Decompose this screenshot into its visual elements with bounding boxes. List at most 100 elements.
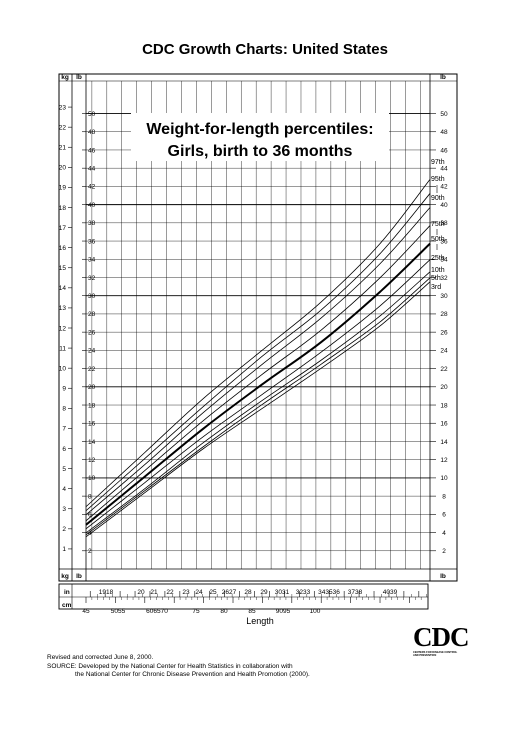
lb-tick-label: 34: [88, 257, 96, 264]
in-tick-label: 2627: [222, 589, 237, 596]
percentile-curve-90th: [85, 207, 431, 516]
cm-tick-label: 606570: [146, 608, 168, 615]
cm-tick-label: 100: [310, 608, 321, 615]
cm-tick-label: 5055: [111, 608, 126, 615]
series-label-75th: 75th: [431, 221, 445, 228]
lb-tick-label: 38: [88, 220, 96, 227]
lb-tick-label-right: 36: [440, 238, 448, 245]
lb-tick-label: 20: [88, 384, 96, 391]
chart-frame: [58, 73, 458, 582]
in-axis-label: in: [64, 589, 70, 596]
kg-tick-label: 19: [59, 185, 67, 192]
kg-tick-label: 12: [59, 325, 67, 332]
lb-tick-label-right: 50: [440, 111, 448, 118]
source-note: SOURCE: Developed by the National Center…: [47, 662, 293, 670]
lb-tick-label-right: 28: [440, 311, 448, 318]
percentile-curve-25th: [85, 259, 431, 530]
lb-tick-label-right: 26: [440, 329, 448, 336]
kg-tick-label: 5: [62, 466, 66, 473]
in-tick-label: 343536: [318, 589, 340, 596]
revision-note: Revised and corrected June 8, 2000.: [47, 654, 154, 661]
lb-tick-label-right: 22: [440, 366, 448, 373]
kg-tick-label: 14: [59, 285, 67, 292]
percentile-curve-50th: [85, 242, 431, 526]
lb-tick-label: 36: [88, 238, 96, 245]
lb-tick-label-right: 42: [440, 184, 448, 191]
kg-axis-header: kg: [61, 74, 69, 81]
kg-axis-footer: kg: [61, 573, 69, 580]
source-note-continued: the National Center for Chronic Disease …: [75, 671, 310, 678]
series-label-50th: 50th: [431, 236, 445, 243]
lb-tick-label-right: 8: [442, 493, 446, 500]
kg-tick-label: 23: [59, 104, 67, 111]
percentile-curve-10th: [85, 271, 431, 534]
lb-tick-label-right: 34: [440, 257, 448, 264]
kg-tick-label: 17: [59, 225, 67, 232]
kg-tick-label: 10: [59, 365, 67, 372]
x-axis-label: Length: [246, 616, 274, 626]
kg-tick-label: 2: [62, 526, 66, 533]
in-tick-label: 20: [137, 589, 145, 596]
percentile-curve-75th: [85, 225, 431, 522]
lb-tick-label: 6: [88, 512, 92, 519]
lb-tick-label: 32: [88, 275, 96, 282]
in-tick-label: 23: [182, 589, 190, 596]
lb-tick-label: 14: [88, 439, 96, 446]
lb-tick-label-right: 18: [440, 402, 448, 409]
percentile-curve-95th: [85, 193, 431, 512]
kg-tick-label: 9: [62, 386, 66, 393]
lb-tick-label-right: 48: [440, 129, 448, 136]
in-tick-label: 28: [244, 589, 252, 596]
in-tick-label: 25: [209, 589, 217, 596]
in-tick-label: 1918: [99, 589, 114, 596]
lb-tick-label: 8: [88, 493, 92, 500]
lb-tick-label-right: 44: [440, 165, 448, 172]
kg-tick-label: 13: [59, 305, 67, 312]
chart-subtitle: Girls, birth to 36 months: [168, 143, 353, 160]
series-label-90th: 90th: [431, 195, 445, 202]
cdc-logo-text: CDC: [413, 622, 470, 652]
cdc-logo: CDC CENTERS FOR DISEASE CONTROL AND PREV…: [413, 624, 473, 666]
cdc-logo-subtitle: CENTERS FOR DISEASE CONTROL AND PREVENTI…: [413, 651, 458, 657]
lb-axis-header: lb: [76, 74, 82, 81]
in-tick-label: 4039: [383, 589, 398, 596]
kg-tick-label: 11: [59, 345, 66, 352]
lb-tick-label-right: 2: [442, 548, 446, 555]
in-tick-label: 24: [195, 589, 203, 596]
cm-tick-label: 75: [192, 608, 200, 615]
lb-tick-label: 24: [88, 348, 96, 355]
lb-tick-label: 18: [88, 402, 96, 409]
lb-tick-label-right: 16: [440, 421, 448, 428]
length-axis-frame: [58, 583, 429, 610]
lb-tick-label: 28: [88, 311, 96, 318]
lb-tick-label-right: 24: [440, 348, 448, 355]
lb-tick-label-right: 32: [440, 275, 448, 282]
in-tick-label: 3738: [348, 589, 363, 596]
kg-tick-label: 20: [59, 165, 67, 172]
series-label-10th: 10th: [431, 267, 445, 274]
kg-tick-label: 16: [59, 245, 67, 252]
kg-tick-label: 1: [62, 546, 66, 553]
lb-tick-label: 48: [88, 129, 96, 136]
lb-tick-label: 30: [88, 293, 96, 300]
lb-tick-label-right: 20: [440, 384, 448, 391]
lb-tick-label-right: 14: [440, 439, 448, 446]
percentile-curve-97th: [85, 179, 431, 508]
series-label-97th: 97th: [431, 159, 445, 166]
lb-tick-label-right: 46: [440, 147, 448, 154]
cm-tick-label: 80: [220, 608, 228, 615]
lb-tick-label: 12: [88, 457, 96, 464]
lb-tick-label-right: 40: [440, 202, 448, 209]
in-tick-label: 3233: [296, 589, 311, 596]
cm-tick-label: 85: [248, 608, 256, 615]
page-title: CDC Growth Charts: United States: [142, 41, 388, 58]
cm-tick-label: 45: [82, 608, 90, 615]
kg-tick-label: 3: [62, 506, 66, 513]
lb-tick-label: 44: [88, 165, 96, 172]
kg-tick-label: 7: [62, 426, 66, 433]
lb-tick-label: 46: [88, 147, 96, 154]
lb-axis-header-right: lb: [440, 74, 446, 81]
lb-tick-label-right: 4: [442, 530, 446, 537]
lb-axis-footer-right: lb: [440, 573, 446, 580]
